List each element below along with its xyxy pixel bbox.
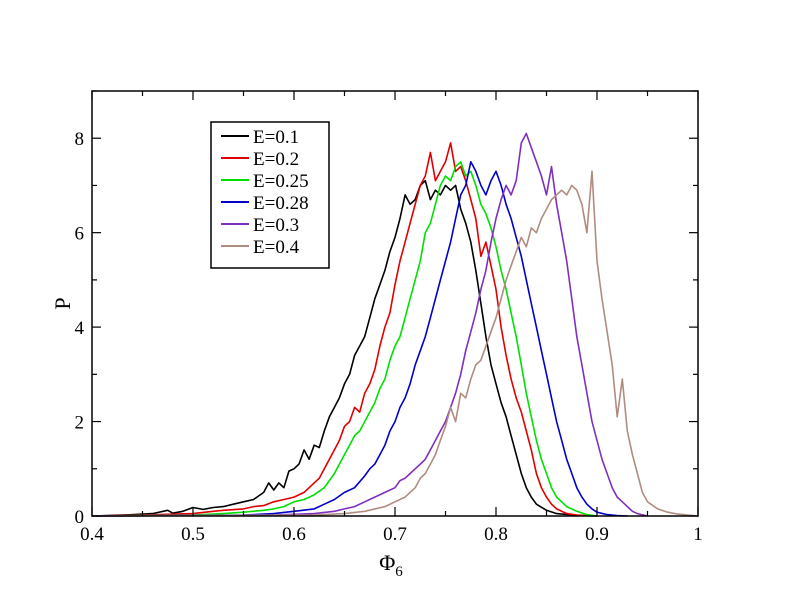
series-layer <box>91 132 699 517</box>
legend-label: E=0.4 <box>253 237 300 258</box>
x-tick-label: 0.5 <box>181 524 205 545</box>
legend-label: E=0.3 <box>253 215 299 236</box>
y-tick-label: 6 <box>75 224 85 245</box>
x-axis-label-subscript: 6 <box>395 564 403 580</box>
legend-label: E=0.28 <box>253 193 309 214</box>
x-tick-label: 0.8 <box>484 524 508 545</box>
x-axis-label-main: Φ <box>379 550 395 575</box>
series-line-e-0-28 <box>91 161 628 517</box>
x-tick-label: 1 <box>693 524 703 545</box>
legend: E=0.1E=0.2E=0.25E=0.28E=0.3E=0.4 <box>210 121 330 269</box>
legend-label: E=0.2 <box>253 149 299 170</box>
y-tick-label: 8 <box>75 129 85 150</box>
series-line-e-0-4 <box>91 170 699 517</box>
series-line-e-0-2 <box>91 142 598 517</box>
x-axis-label: Φ6 <box>379 550 403 580</box>
y-tick-label: 0 <box>75 507 85 528</box>
x-tick-label: 0.7 <box>383 524 407 545</box>
plot-frame <box>91 90 699 517</box>
x-tick-label: 0.9 <box>585 524 609 545</box>
legend-label: E=0.25 <box>253 171 309 192</box>
series-line-e-0-25 <box>91 161 598 517</box>
y-tick-label: 4 <box>75 318 85 339</box>
legend-label: E=0.1 <box>253 127 299 148</box>
legend-box <box>210 121 330 269</box>
series-line-e-0-1 <box>91 179 598 517</box>
axis-layer: 0.4 0.5 0.6 0.7 0.8 0.9 1 0 2 4 6 8 <box>75 90 703 545</box>
y-tick-label: 2 <box>75 413 85 434</box>
x-tick-label: 0.6 <box>282 524 306 545</box>
series-line-e-0-3 <box>91 132 648 517</box>
y-axis-label: P <box>50 297 75 309</box>
x-tick-label: 0.4 <box>80 524 104 545</box>
